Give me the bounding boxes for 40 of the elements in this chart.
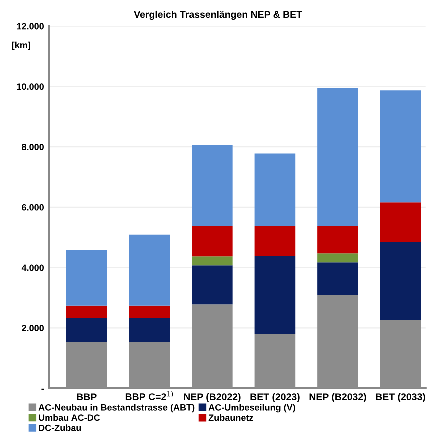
bar — [192, 226, 233, 257]
bar — [254, 154, 296, 226]
x-tick-label: NEP (B2022) — [184, 393, 241, 402]
y-tick-label: 2.000 — [22, 325, 44, 332]
y-tick-label: 10.000 — [17, 84, 44, 90]
bar — [254, 256, 296, 334]
bar — [318, 88, 358, 226]
bar — [129, 306, 170, 318]
bar — [192, 266, 233, 305]
bar — [129, 234, 170, 306]
legend-label: AC-Neubau in Bestandstrasse (ABT) — [38, 404, 195, 413]
y-axis-title: [km] — [12, 42, 30, 50]
y-tick-label: - — [42, 388, 44, 390]
y-tick-label: 8.000 — [22, 144, 44, 150]
x-tick-label: BET (2033) — [376, 393, 426, 402]
y-tick-label: 4.000 — [22, 264, 44, 272]
x-tick-label: BBP — [77, 394, 97, 400]
bar — [318, 226, 358, 254]
bar — [129, 318, 170, 342]
legend-label: Zubaunetz — [208, 414, 254, 422]
bar — [66, 306, 108, 318]
bar — [192, 146, 233, 226]
bar — [380, 242, 422, 320]
bar — [192, 256, 233, 266]
x-tick-label: NEP (B2032) — [310, 393, 366, 402]
bar — [66, 318, 108, 342]
bar — [380, 202, 422, 242]
y-tick-label: 12.000 — [17, 23, 44, 30]
bar — [254, 226, 296, 256]
bar — [380, 90, 422, 203]
y-tick-label: 6.000 — [22, 204, 44, 211]
bar — [318, 262, 358, 296]
x-tick-label: BBP C=2$^{1)}$ — [126, 391, 174, 400]
bar — [66, 250, 108, 306]
bar — [318, 254, 358, 263]
x-tick-label: BET (2023) — [250, 393, 300, 402]
legend-label: DC-Zubau — [39, 424, 82, 432]
chart-title: Vergleich Trassenlängen NEP & BET — [134, 10, 302, 20]
legend-label: AC-Umbeseilung (V) — [208, 404, 296, 413]
legend-label: Umbau AC-DC — [39, 414, 100, 422]
